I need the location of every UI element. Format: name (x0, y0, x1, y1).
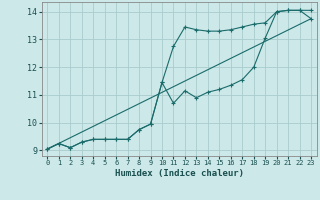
X-axis label: Humidex (Indice chaleur): Humidex (Indice chaleur) (115, 169, 244, 178)
